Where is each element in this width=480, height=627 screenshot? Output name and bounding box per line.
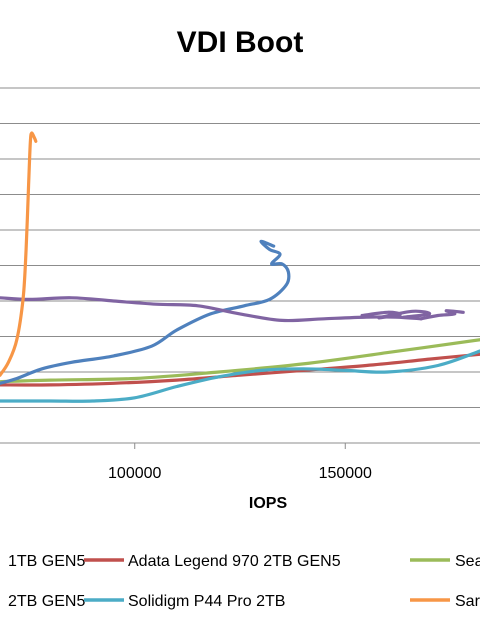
legend-label: Sar xyxy=(455,593,480,610)
legend-label: Solidigm P44 Pro 2TB xyxy=(128,593,285,610)
legend: 1TB GEN5 Adata Legend 970 2TB GEN5 Sea 2TB … xyxy=(8,553,480,610)
legend-label: Sea xyxy=(455,553,480,570)
series-line xyxy=(419,309,465,321)
legend-label: 2TB GEN5 xyxy=(8,593,85,610)
x-tick-label: 150000 xyxy=(319,465,372,482)
series-line xyxy=(0,239,291,385)
series-line xyxy=(0,296,423,323)
legend-label: 1TB GEN5 xyxy=(8,553,85,570)
series-line xyxy=(0,352,480,387)
x-axis: 100000 150000 xyxy=(108,443,372,482)
series-line xyxy=(0,349,480,403)
series-line xyxy=(0,131,38,377)
series-line xyxy=(0,338,480,384)
gridlines xyxy=(0,87,480,444)
x-axis-title: IOPS xyxy=(249,495,288,512)
legend-label: Adata Legend 970 2TB GEN5 xyxy=(128,553,341,570)
chart-title: VDI Boot xyxy=(177,26,304,59)
series-line xyxy=(360,309,432,320)
x-tick-label: 100000 xyxy=(108,465,161,482)
series-lines xyxy=(0,131,480,403)
